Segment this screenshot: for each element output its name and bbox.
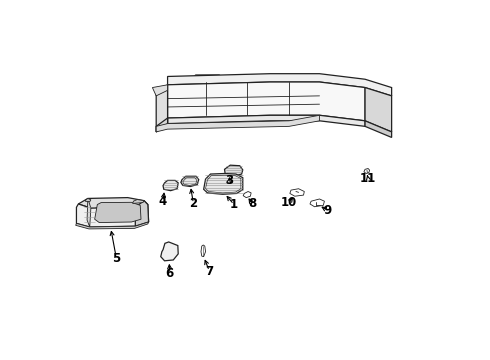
Polygon shape	[78, 198, 148, 208]
Polygon shape	[135, 201, 148, 226]
Text: 7: 7	[205, 265, 214, 278]
Polygon shape	[85, 198, 91, 202]
Polygon shape	[133, 199, 144, 203]
Polygon shape	[76, 204, 148, 227]
Polygon shape	[365, 87, 392, 132]
FancyBboxPatch shape	[250, 75, 268, 81]
Text: 11: 11	[360, 172, 376, 185]
FancyBboxPatch shape	[211, 98, 242, 107]
Polygon shape	[365, 121, 392, 138]
Text: 9: 9	[323, 203, 331, 217]
Polygon shape	[75, 222, 148, 229]
Text: 5: 5	[112, 252, 121, 265]
Polygon shape	[168, 82, 365, 121]
Polygon shape	[156, 118, 168, 132]
Text: 3: 3	[225, 174, 233, 187]
Ellipse shape	[373, 101, 386, 113]
Text: 10: 10	[281, 196, 297, 209]
Text: 4: 4	[159, 195, 167, 208]
Polygon shape	[163, 180, 178, 191]
Polygon shape	[168, 74, 392, 96]
Text: 2: 2	[189, 197, 197, 210]
Polygon shape	[224, 165, 243, 176]
Circle shape	[115, 210, 125, 217]
Ellipse shape	[109, 208, 131, 219]
Polygon shape	[95, 202, 141, 222]
Text: 1: 1	[230, 198, 238, 211]
Polygon shape	[161, 242, 178, 261]
Polygon shape	[204, 174, 243, 194]
Polygon shape	[181, 176, 199, 186]
Polygon shape	[152, 85, 168, 96]
Polygon shape	[87, 198, 91, 227]
Polygon shape	[156, 85, 168, 132]
Ellipse shape	[374, 125, 385, 131]
Text: 8: 8	[248, 198, 256, 211]
Polygon shape	[168, 115, 365, 126]
Polygon shape	[156, 115, 319, 132]
Circle shape	[118, 205, 122, 208]
Text: 6: 6	[166, 267, 174, 280]
FancyBboxPatch shape	[195, 75, 220, 81]
FancyBboxPatch shape	[173, 98, 204, 107]
